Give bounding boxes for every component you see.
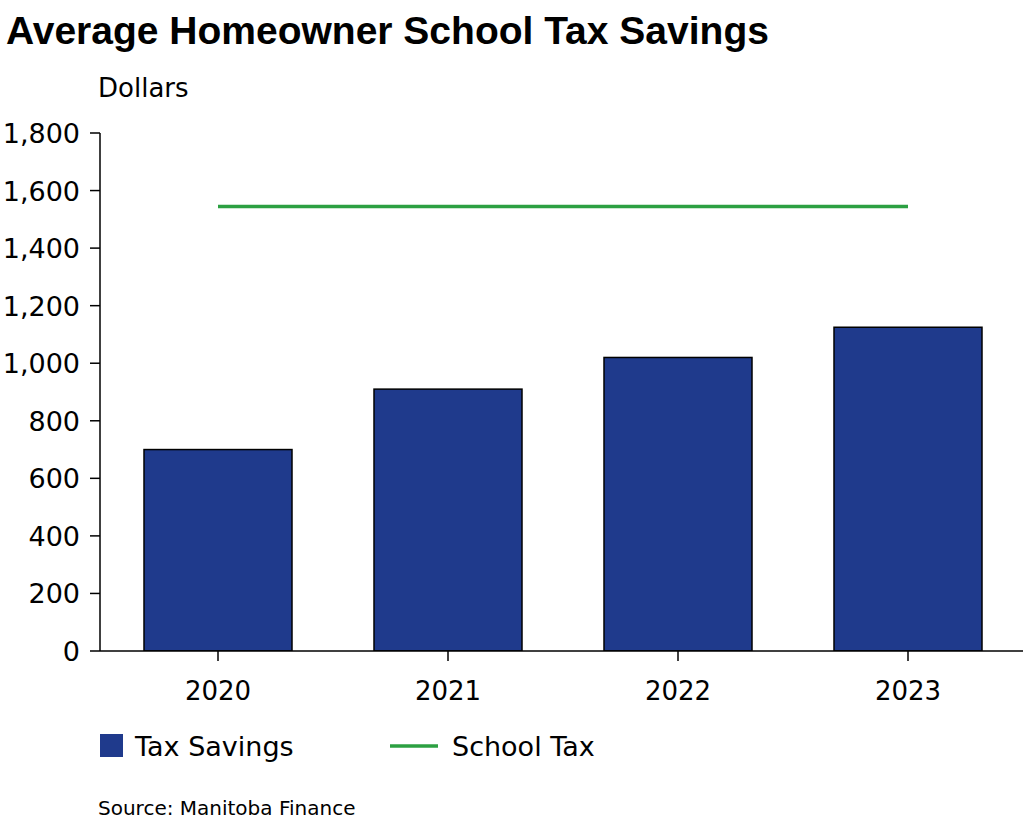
x-tick bbox=[447, 651, 449, 661]
y-tick-label: 1,200 bbox=[3, 291, 80, 322]
y-axis bbox=[99, 133, 101, 651]
legend-swatch bbox=[390, 744, 438, 748]
y-tick-label: 1,600 bbox=[3, 176, 80, 207]
y-axis-label: Dollars bbox=[98, 73, 189, 103]
x-tick-label: 2020 bbox=[185, 676, 251, 706]
bar bbox=[144, 450, 292, 651]
y-tick bbox=[90, 650, 100, 652]
legend-label: School Tax bbox=[452, 731, 595, 762]
y-tick bbox=[90, 535, 100, 537]
y-tick-label: 1,000 bbox=[3, 348, 80, 379]
y-tick bbox=[90, 190, 100, 192]
source: Source: Manitoba Finance bbox=[98, 796, 355, 820]
y-tick bbox=[90, 478, 100, 480]
y-tick-label: 800 bbox=[28, 406, 80, 437]
y-tick-label: 1,800 bbox=[3, 118, 80, 149]
y-tick-label: 400 bbox=[28, 521, 80, 552]
x-tick-label: 2022 bbox=[645, 676, 711, 706]
legend-label: Tax Savings bbox=[134, 731, 294, 762]
title: Average Homeowner School Tax Savings bbox=[6, 9, 769, 52]
plot-area bbox=[144, 206, 982, 651]
x-tick bbox=[677, 651, 679, 661]
bar bbox=[834, 327, 982, 651]
y-tick bbox=[90, 362, 100, 364]
x-tick bbox=[217, 651, 219, 661]
line bbox=[218, 205, 908, 209]
y-tick bbox=[90, 132, 100, 134]
y-tick bbox=[90, 247, 100, 249]
legend-swatch bbox=[100, 734, 123, 757]
y-tick bbox=[90, 305, 100, 307]
y-tick bbox=[90, 593, 100, 595]
chart: Average Homeowner School Tax Savings Doll… bbox=[0, 0, 1024, 834]
bar bbox=[604, 357, 752, 651]
y-tick-label: 600 bbox=[28, 463, 80, 494]
x-tick-label: 2021 bbox=[415, 676, 481, 706]
y-tick-label: 200 bbox=[28, 578, 80, 609]
x-tick bbox=[907, 651, 909, 661]
y-tick-label: 0 bbox=[63, 636, 80, 667]
y-tick-label: 1,400 bbox=[3, 233, 80, 264]
x-axis bbox=[100, 650, 1023, 652]
bar bbox=[374, 389, 522, 651]
y-tick bbox=[90, 420, 100, 422]
x-tick-label: 2023 bbox=[875, 676, 941, 706]
